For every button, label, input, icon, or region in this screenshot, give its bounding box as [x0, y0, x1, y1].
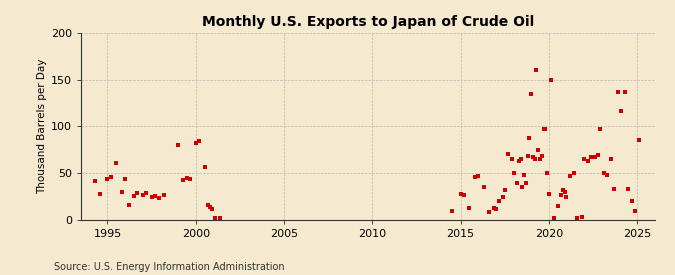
Point: [210, 216, 221, 220]
Point: [589, 155, 600, 160]
Point: [526, 92, 537, 96]
Point: [583, 159, 593, 163]
Point: [455, 192, 466, 196]
Point: [535, 157, 545, 161]
Point: [561, 194, 572, 199]
Point: [560, 190, 570, 194]
Point: [182, 176, 192, 180]
Point: [552, 204, 563, 208]
Point: [545, 78, 556, 82]
Point: [469, 175, 480, 179]
Point: [533, 148, 543, 152]
Point: [609, 187, 620, 191]
Point: [489, 206, 500, 210]
Point: [595, 127, 605, 131]
Title: Monthly U.S. Exports to Japan of Crude Oil: Monthly U.S. Exports to Japan of Crude O…: [202, 15, 534, 29]
Point: [593, 152, 603, 157]
Point: [518, 173, 529, 177]
Point: [173, 143, 184, 147]
Point: [515, 157, 526, 161]
Point: [141, 191, 152, 195]
Point: [500, 188, 510, 192]
Point: [146, 194, 157, 199]
Point: [105, 175, 116, 179]
Point: [630, 208, 641, 213]
Point: [517, 185, 528, 189]
Point: [503, 152, 514, 156]
Point: [556, 192, 566, 197]
Point: [572, 216, 583, 220]
Point: [190, 141, 201, 145]
Point: [150, 194, 161, 198]
Point: [464, 206, 475, 210]
Point: [472, 174, 483, 178]
Point: [116, 190, 127, 194]
Point: [537, 154, 547, 159]
Point: [185, 177, 196, 181]
Point: [620, 90, 630, 94]
Point: [543, 192, 554, 196]
Point: [124, 203, 134, 207]
Text: Source: U.S. Energy Information Administration: Source: U.S. Energy Information Administ…: [54, 262, 285, 272]
Point: [497, 194, 508, 199]
Point: [506, 157, 517, 161]
Point: [601, 173, 612, 177]
Point: [459, 192, 470, 197]
Point: [215, 216, 226, 220]
Point: [138, 192, 148, 197]
Point: [541, 171, 552, 175]
Point: [512, 180, 522, 185]
Point: [199, 164, 210, 169]
Point: [128, 194, 139, 198]
Point: [586, 155, 597, 160]
Point: [558, 188, 568, 192]
Point: [549, 216, 560, 220]
Point: [528, 155, 539, 160]
Point: [538, 127, 549, 131]
Point: [207, 207, 217, 211]
Point: [202, 203, 213, 207]
Point: [483, 209, 494, 214]
Point: [111, 161, 122, 165]
Point: [119, 177, 130, 181]
Point: [205, 205, 215, 209]
Point: [626, 199, 637, 204]
Point: [102, 177, 113, 181]
Point: [564, 174, 575, 178]
Point: [522, 154, 533, 159]
Point: [529, 157, 540, 161]
Point: [514, 159, 524, 163]
Point: [605, 157, 616, 161]
Point: [153, 195, 164, 200]
Point: [612, 90, 623, 94]
Point: [90, 178, 101, 183]
Y-axis label: Thousand Barrels per Day: Thousand Barrels per Day: [36, 59, 47, 194]
Point: [540, 127, 551, 131]
Point: [598, 171, 609, 175]
Point: [446, 208, 457, 213]
Point: [577, 215, 588, 219]
Point: [578, 157, 589, 161]
Point: [478, 185, 489, 189]
Point: [491, 207, 502, 211]
Point: [633, 138, 644, 142]
Point: [520, 180, 531, 185]
Point: [623, 187, 634, 191]
Point: [132, 191, 143, 195]
Point: [524, 136, 535, 140]
Point: [568, 171, 579, 175]
Point: [95, 192, 106, 196]
Point: [616, 108, 626, 113]
Point: [194, 138, 205, 143]
Point: [159, 192, 169, 197]
Point: [508, 171, 519, 175]
Point: [494, 199, 505, 204]
Point: [178, 178, 189, 182]
Point: [531, 68, 542, 73]
